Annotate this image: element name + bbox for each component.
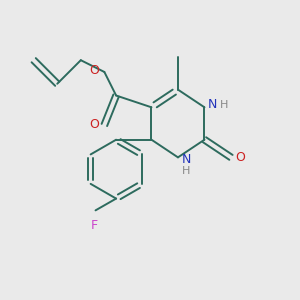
Text: O: O — [89, 118, 99, 131]
Text: F: F — [91, 219, 98, 232]
Text: H: H — [182, 166, 190, 176]
Text: O: O — [236, 151, 245, 164]
Text: H: H — [220, 100, 228, 110]
Text: N: N — [182, 153, 191, 166]
Text: N: N — [208, 98, 218, 111]
Text: O: O — [89, 64, 99, 77]
